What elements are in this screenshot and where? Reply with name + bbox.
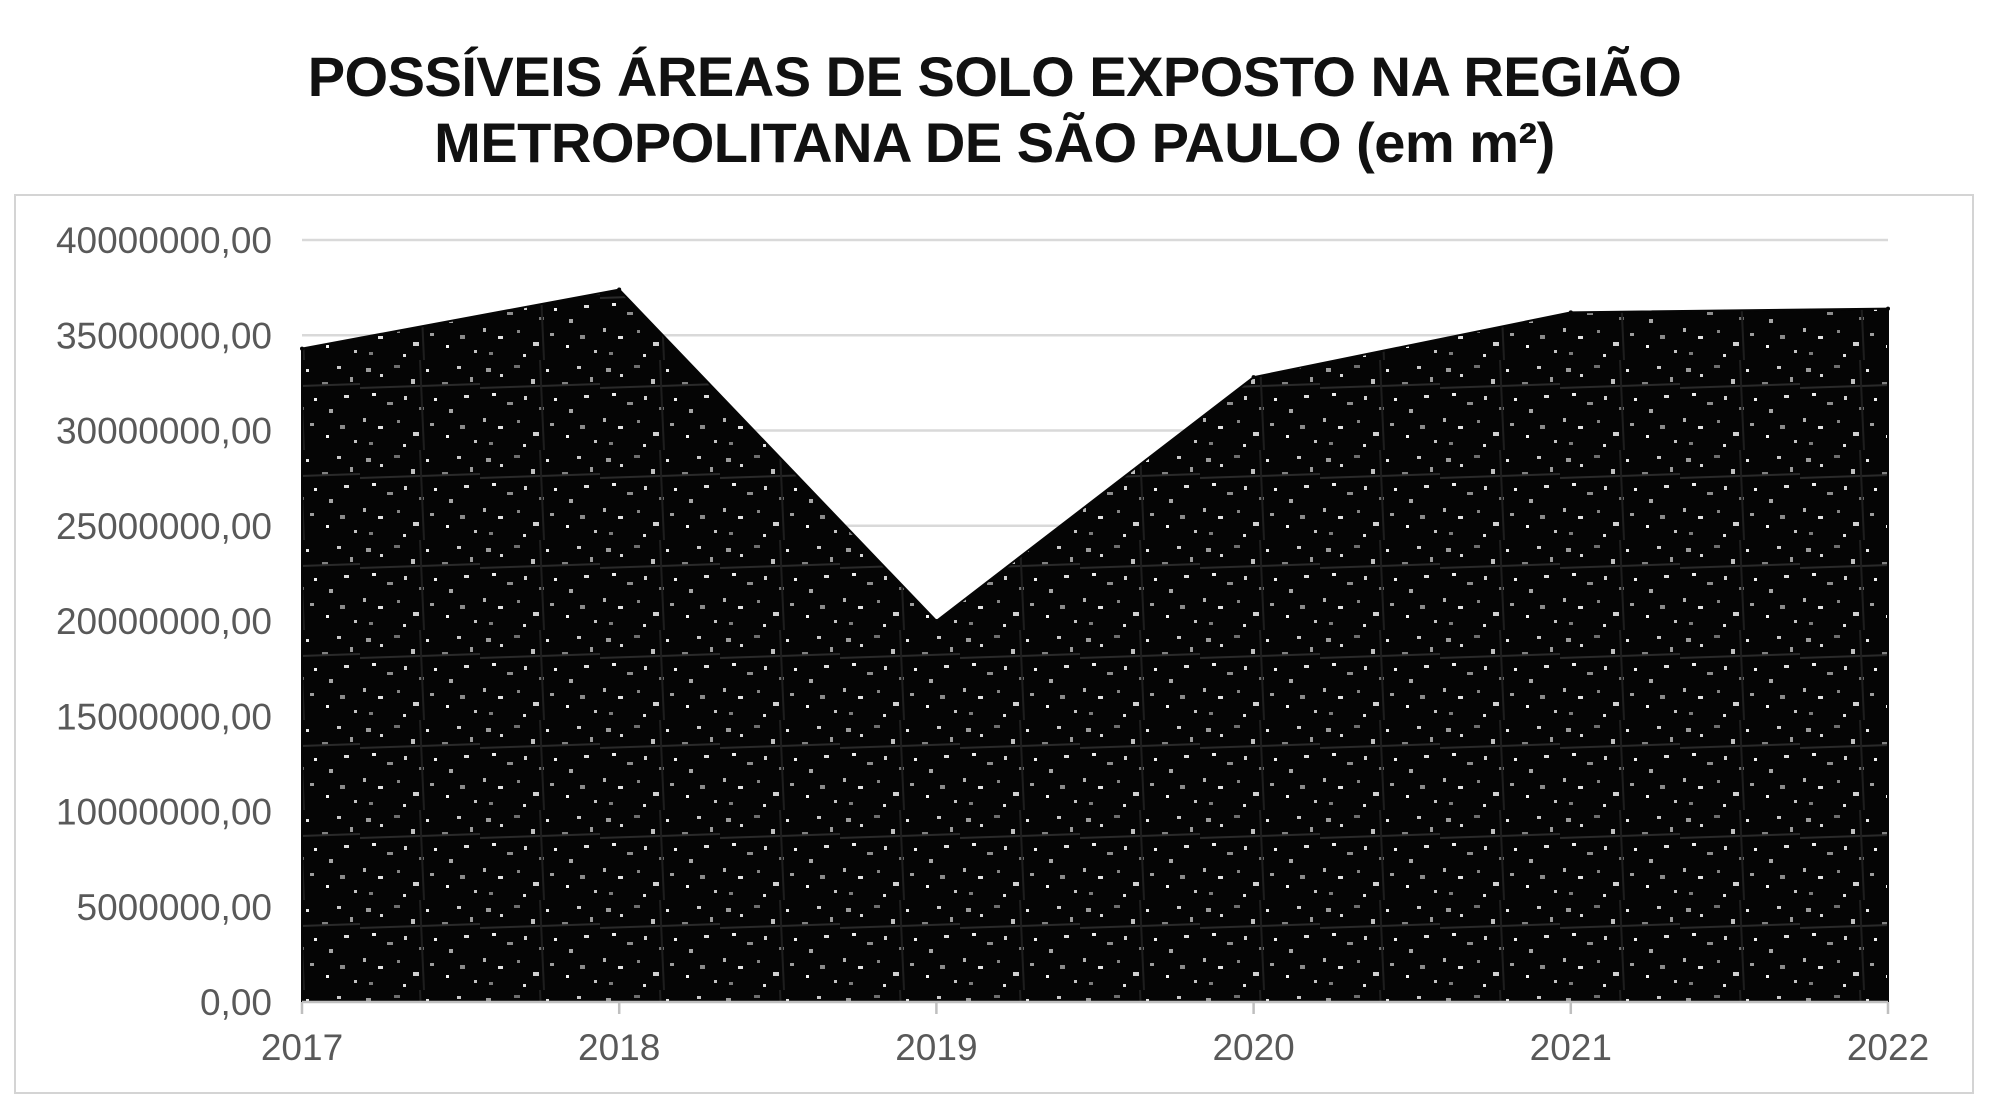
data-point-2017 [300,346,304,351]
chart-title: POSSÍVEIS ÁREAS DE SOLO EXPOSTO NA REGIÃ… [0,44,1989,176]
chart-frame [14,194,1974,1094]
x-tick-label: 2022 [1847,1027,1929,1068]
y-tick-label: 15000000,00 [56,696,272,737]
chart-title-line-1: POSSÍVEIS ÁREAS DE SOLO EXPOSTO NA REGIÃ… [307,45,1682,108]
data-point-2018 [617,287,622,292]
y-tick-label: 10000000,00 [56,792,272,833]
data-point-2021 [1568,310,1573,315]
data-point-2022 [1886,306,1890,311]
x-tick-labels: 2017 2018 2019 2020 2021 2022 [261,1027,1929,1068]
x-tick-label: 2021 [1530,1027,1612,1068]
data-point-2019 [934,619,939,623]
chart-title-line-2: METROPOLITANA DE SÃO PAULO (em m²) [434,111,1555,174]
y-tick-label: 0,00 [200,982,272,1023]
y-tick-labels: 0,00 5000000,00 10000000,00 15000000,00 2000… [56,220,272,1023]
x-tick-label: 2018 [578,1027,660,1068]
x-axis [300,1000,1890,1014]
y-tick-label: 40000000,00 [56,220,272,261]
y-tick-label: 30000000,00 [56,411,272,452]
series-area [301,288,1889,1003]
data-point-2020 [1251,375,1256,380]
y-tick-label: 35000000,00 [56,315,272,356]
y-tick-label: 20000000,00 [56,601,272,642]
y-tick-label: 25000000,00 [56,506,272,547]
x-tick-label: 2020 [1212,1027,1294,1068]
x-tick-label: 2019 [895,1027,977,1068]
x-tick-label: 2017 [261,1027,343,1068]
data-area [300,287,1890,1003]
y-tick-label: 5000000,00 [77,887,272,928]
